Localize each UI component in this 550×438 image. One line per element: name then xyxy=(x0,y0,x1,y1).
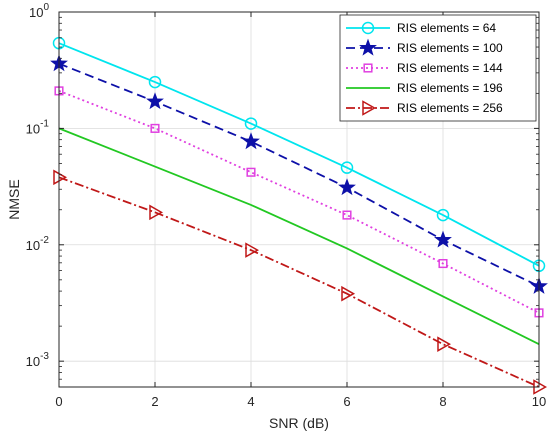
data-point-marker xyxy=(149,204,164,221)
data-point-marker xyxy=(53,169,68,186)
y-tick-label: 100 xyxy=(29,2,49,20)
y-tick-label: 10-2 xyxy=(26,235,50,253)
axis-ticks: 0 2 4 6 8 10 10-3 10-2 10-1 100 xyxy=(26,2,547,409)
legend-marker xyxy=(363,63,373,73)
data-point-marker xyxy=(150,123,160,133)
data-point-marker xyxy=(340,161,354,174)
legend-marker xyxy=(362,100,377,116)
legend-label: RIS elements = 256 xyxy=(397,101,503,115)
data-point-marker xyxy=(338,178,356,196)
x-tick-label: 4 xyxy=(247,394,254,409)
series-4 xyxy=(58,127,540,345)
y-axis-title: NMSE xyxy=(6,179,22,219)
data-point-marker xyxy=(245,242,260,258)
x-tick-label: 6 xyxy=(343,394,350,409)
legend-label: RIS elements = 100 xyxy=(397,41,503,55)
legend-label: RIS elements = 144 xyxy=(397,61,503,75)
data-point-marker xyxy=(436,208,450,222)
series-layer xyxy=(50,36,548,395)
x-axis-title: SNR (dB) xyxy=(269,415,329,431)
legend-label: RIS elements = 196 xyxy=(397,81,503,95)
x-tick-label: 10 xyxy=(532,394,546,409)
legend: RIS elements = 64 RIS elements = 100 RIS e… xyxy=(339,14,537,122)
data-point-marker xyxy=(438,258,448,269)
data-point-marker xyxy=(146,92,164,110)
data-point-marker xyxy=(341,285,356,302)
x-tick-label: 0 xyxy=(55,394,62,409)
series-line xyxy=(58,42,540,267)
legend-label: RIS elements = 64 xyxy=(397,21,496,35)
series-line xyxy=(58,90,540,314)
plot-frame xyxy=(58,11,540,388)
series-line xyxy=(58,62,540,288)
x-tick-label: 2 xyxy=(151,394,158,409)
data-point-marker xyxy=(242,132,260,150)
legend-marker xyxy=(359,38,377,56)
data-point-marker xyxy=(148,75,162,89)
x-tick-label: 8 xyxy=(439,394,446,409)
y-tick-label: 10-3 xyxy=(26,351,50,369)
data-point-marker xyxy=(244,117,258,130)
y-tick-label: 10-1 xyxy=(26,118,50,136)
data-point-marker xyxy=(246,167,256,177)
legend-marker xyxy=(361,21,375,35)
series-line xyxy=(58,127,540,345)
data-point-marker xyxy=(437,336,452,352)
data-point-marker xyxy=(434,230,452,248)
series-line xyxy=(58,176,540,388)
data-point-marker xyxy=(342,210,352,220)
